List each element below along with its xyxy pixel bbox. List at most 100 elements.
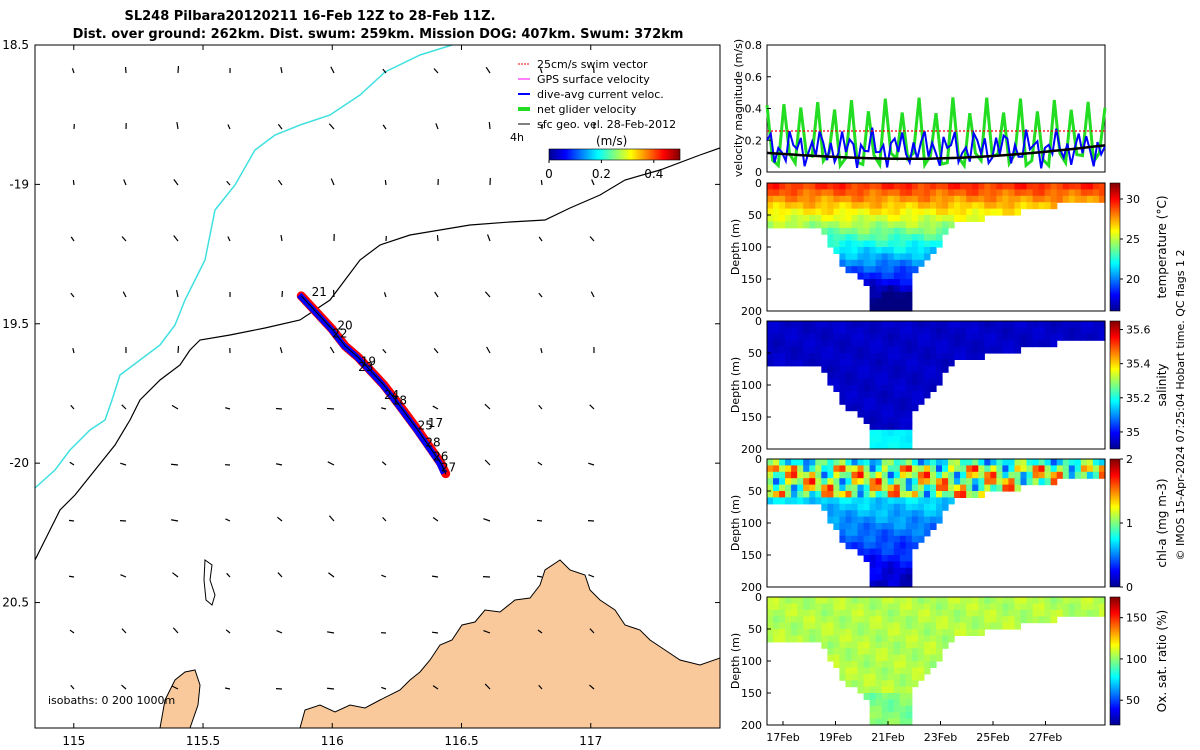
heatmap-cell [839, 471, 846, 479]
heatmap-cell [887, 574, 895, 582]
heatmap-cell [857, 183, 865, 190]
heatmap-cell [881, 272, 889, 280]
depth-tick-label: 150 [741, 687, 762, 700]
heatmap-cell [851, 333, 859, 341]
heatmap-cell [905, 298, 913, 306]
heatmap-cell [917, 391, 925, 399]
heatmap-cell [827, 597, 834, 604]
heatmap-cell [942, 471, 949, 479]
heatmap-cell [1008, 484, 1015, 492]
heatmap-cell [905, 654, 913, 662]
heatmap-cell [857, 616, 865, 624]
heatmap-cell [1062, 609, 1070, 617]
heatmap-cell [905, 574, 913, 582]
heatmap-cell [869, 247, 877, 254]
heatmap-cell [911, 385, 919, 392]
heatmap-cell [1062, 327, 1070, 335]
heatmap-cell [833, 208, 840, 216]
heatmap-cell [930, 240, 937, 248]
heatmap-cell [899, 478, 907, 486]
heatmap-cell [917, 529, 925, 537]
heatmap-cell [875, 680, 883, 688]
heatmap-cell [845, 497, 853, 505]
heatmap-cell [948, 459, 955, 466]
heatmap-cell [954, 609, 961, 617]
heatmap-cell [917, 510, 925, 518]
heatmap-cell [911, 680, 919, 688]
heatmap-cell [972, 616, 979, 624]
heatmap-cell [869, 641, 877, 649]
title-line2: Dist. over ground: 262km. Dist. swum: 25… [73, 27, 684, 42]
velocity-arrow [436, 234, 439, 242]
heatmap-cell [863, 240, 871, 248]
heatmap-cell [936, 208, 943, 216]
heatmap-cell [839, 240, 846, 248]
heatmap-cell [869, 327, 877, 335]
heatmap-cell [1014, 327, 1022, 335]
heatmap-cell [869, 353, 877, 360]
heatmap-cell [917, 359, 925, 367]
map-x-tick-label: 117 [579, 734, 602, 748]
heatmap-cell [930, 510, 937, 518]
heatmap-cell [996, 609, 1003, 617]
heatmap-cell [1020, 603, 1028, 611]
heatmap-cell [954, 597, 961, 604]
heatmap-cell [785, 597, 792, 604]
heatmap-cell [875, 478, 883, 486]
heatmap-cell [815, 333, 822, 341]
heatmap-cell [827, 240, 834, 248]
heatmap-cell [803, 215, 810, 222]
heatmap-cell [899, 183, 907, 190]
heatmap-cell [948, 215, 955, 222]
heatmap-cell [960, 622, 967, 630]
heatmap-cell [767, 609, 774, 617]
depth-tick-label: 0 [755, 591, 762, 604]
heatmap-cell [779, 478, 786, 486]
heatmap-cell [839, 340, 846, 348]
heatmap-cell [966, 189, 973, 197]
heatmap-cell [863, 667, 871, 675]
day-label: 27 [441, 461, 456, 475]
heatmap-cell [803, 597, 810, 604]
heatmap-cell [845, 253, 853, 261]
dive-avg-current-line [766, 127, 1106, 169]
heatmap-cell [1056, 189, 1064, 197]
heatmap-cell [821, 478, 828, 486]
heatmap-cell [875, 465, 883, 473]
heatmap-cell [773, 471, 780, 479]
colorbar-tick-label: 35.6 [1126, 324, 1151, 337]
title-line1: SL248 Pilbara20120211 16-Feb 12Z to 28-F… [124, 9, 495, 24]
current-velocity-track [297, 292, 447, 475]
heatmap-cell [803, 208, 810, 216]
heatmap-cell [833, 247, 840, 254]
heatmap-cell [821, 202, 828, 210]
heatmap-cell [881, 253, 889, 261]
heatmap-cell [869, 291, 877, 299]
heatmap-cell [875, 372, 883, 380]
heatmap-cell [869, 340, 877, 348]
heatmap-cell [1002, 202, 1009, 210]
heatmap-cell [869, 417, 877, 424]
velocity-arrow [172, 572, 179, 578]
heatmap-cell [1014, 609, 1022, 617]
velocity-arrow [71, 68, 75, 74]
heatmap-cell [1056, 327, 1064, 335]
velocity-arrow [538, 292, 543, 298]
heatmap-cell [893, 641, 901, 649]
heatmap-cell [851, 404, 859, 412]
heatmap-cell [936, 616, 943, 624]
heatmap-cell [815, 491, 822, 498]
time-tick-label: 23Feb [924, 731, 957, 744]
velocity-ylabel: velocity magnitude (m/s) [732, 39, 745, 177]
depth-tick-label: 50 [748, 209, 762, 222]
heatmap-cell [1020, 616, 1028, 624]
heatmap-cell [863, 693, 871, 700]
depth-tick-label: 0 [755, 315, 762, 328]
heatmap-cell [923, 346, 931, 354]
heatmap-cell [791, 208, 798, 216]
velocity-arrow [68, 575, 75, 578]
heatmap-cell [791, 465, 798, 473]
heatmap-cell [893, 693, 901, 700]
heatmap-cell [839, 215, 846, 222]
